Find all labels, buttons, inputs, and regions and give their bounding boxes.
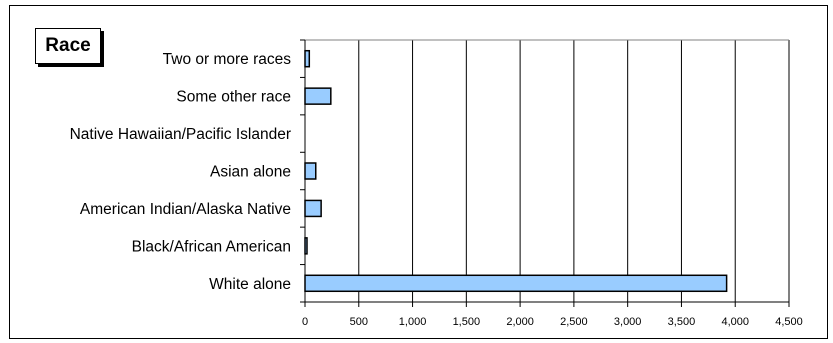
x-tick-label-2: 1,000 [399,316,427,328]
category-label-3: Asian alone [210,164,291,181]
category-label-1: Black/African American [132,238,291,255]
category-label-2: American Indian/Alaska Native [80,201,291,218]
x-tick-label-4: 2,000 [506,316,534,328]
bar-0 [304,274,728,293]
bar-2 [304,199,322,218]
category-label-4: Native Hawaiian/Pacific Islander [70,126,291,143]
category-label-5: Some other race [176,89,291,106]
bar-6 [304,49,311,68]
x-tick-label-5: 2,500 [560,316,588,328]
x-tick-label-1: 500 [350,316,368,328]
category-label-6: Two or more races [163,51,292,68]
x-tick-label-9: 4,500 [775,316,803,328]
bar-1 [304,237,308,255]
chart-title-box: Race [35,28,101,64]
x-tick-label-8: 4,000 [721,316,749,328]
category-label-0: White alone [209,276,291,293]
x-tick-label-0: 0 [302,316,308,328]
x-tick-label-6: 3,000 [614,316,642,328]
x-tick-label-3: 1,500 [453,316,481,328]
bar-5 [304,87,332,105]
x-tick-label-7: 3,500 [668,316,696,328]
bar-3 [304,162,317,180]
chart-title: Race [45,35,91,56]
